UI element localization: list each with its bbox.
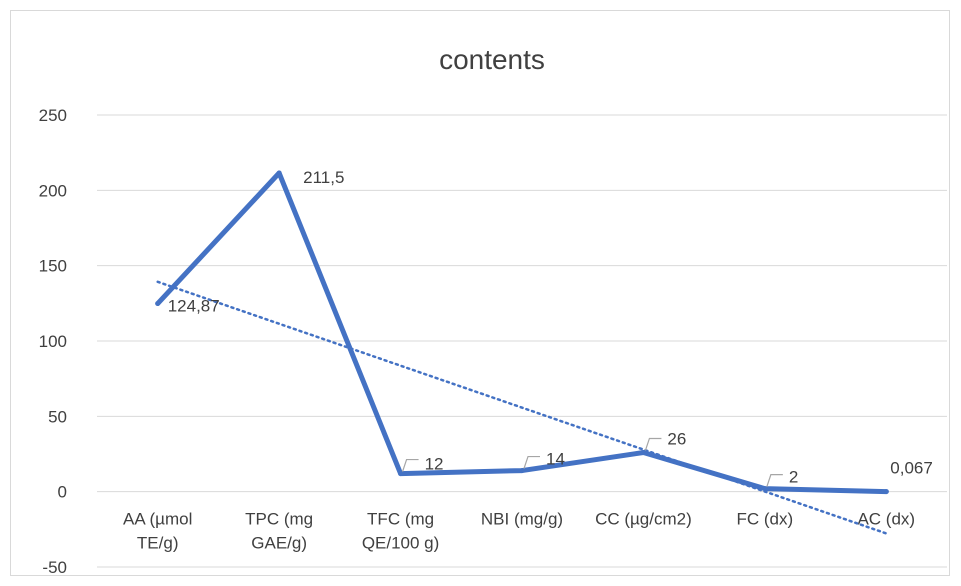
data-point: [155, 301, 161, 307]
x-tick-label: TPC (mg GAE/g): [245, 510, 313, 553]
y-tick-label: 200: [39, 181, 67, 200]
data-label-leader: [766, 474, 783, 487]
y-tick-label: 50: [48, 407, 67, 426]
y-tick-label: 0: [58, 483, 67, 502]
x-tick-label: FC (dx): [737, 510, 794, 529]
data-point: [883, 489, 889, 495]
x-axis-tick-labels: AA (µmol TE/g) TPC (mg GAE/g) TFC (mg QE/100 …: [123, 510, 915, 553]
data-point: [519, 468, 525, 474]
data-label: 26: [667, 429, 686, 448]
data-label: 14: [546, 450, 565, 469]
data-label: 0,067: [890, 459, 933, 478]
x-tick-label: NBI (mg/g): [481, 510, 563, 529]
y-axis-tick-labels: -50 0 50 100 150 200 250: [39, 106, 67, 577]
data-label-leader: [402, 458, 419, 472]
chart-title: contents: [439, 44, 545, 75]
x-tick-label: TFC (mg QE/100 g): [362, 510, 440, 553]
data-label: 211,5: [303, 168, 344, 187]
series-layer: [155, 170, 889, 495]
y-tick-label: 250: [39, 106, 67, 125]
data-label-leader: [523, 455, 540, 469]
trendline-layer: [156, 280, 888, 535]
gridlines: [97, 114, 947, 568]
data-label: 124,87: [168, 297, 220, 316]
chart-frame: contents -50 0 50 100 150 200 250 AA (µmol TE/g…: [10, 10, 950, 577]
line-chart: contents -50 0 50 100 150 200 250 AA (µmol TE/g…: [39, 44, 947, 577]
data-point: [398, 471, 404, 477]
x-tick-label: AA (µmol TE/g): [123, 510, 192, 553]
data-label-leader: [644, 437, 662, 451]
y-tick-label: -50: [42, 558, 67, 577]
data-point: [762, 486, 768, 492]
x-tick-label: AC (dx): [857, 510, 915, 529]
data-label: 12: [425, 455, 444, 474]
y-tick-label: 100: [39, 332, 67, 351]
data-labels: 124,87 211,5 12 14 26 2 0,067: [168, 168, 933, 487]
linear-trendline: [156, 280, 888, 535]
data-label: 2: [789, 468, 798, 487]
y-tick-label: 150: [39, 257, 67, 276]
data-point: [276, 170, 282, 176]
x-tick-label: CC (µg/cm2): [595, 510, 692, 529]
series-line: [155, 170, 889, 495]
data-point: [640, 449, 646, 455]
